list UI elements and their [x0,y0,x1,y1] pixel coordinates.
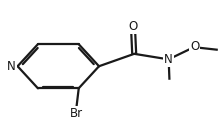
Text: O: O [128,20,138,33]
Text: N: N [7,60,16,73]
Text: N: N [164,53,173,66]
Text: Br: Br [70,107,83,120]
Text: O: O [190,40,199,53]
